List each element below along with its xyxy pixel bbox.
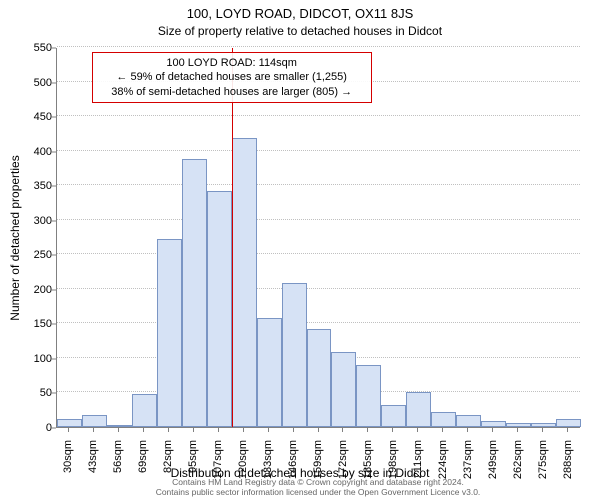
gridline [57, 288, 580, 289]
x-tick-mark [342, 428, 343, 432]
x-tick-mark [492, 428, 493, 432]
x-tick-mark [168, 428, 169, 432]
y-tick-label: 50 [10, 387, 52, 399]
y-tick-label: 500 [10, 77, 52, 89]
histogram-bar [431, 412, 456, 427]
x-tick-mark [93, 428, 94, 432]
histogram-bar [107, 425, 132, 427]
histogram-bar [182, 159, 207, 427]
chart-title: 100, LOYD ROAD, DIDCOT, OX11 8JS [0, 6, 600, 21]
histogram-bar [531, 423, 556, 427]
gridline [57, 253, 580, 254]
histogram-bar [257, 318, 282, 427]
y-tick-label: 550 [10, 42, 52, 54]
histogram-bar [331, 352, 356, 427]
y-tick-label: 300 [10, 215, 52, 227]
histogram-bar [356, 365, 381, 427]
x-tick-mark [442, 428, 443, 432]
x-tick-mark [567, 428, 568, 432]
histogram-bar [157, 239, 182, 427]
x-tick-mark [467, 428, 468, 432]
gridline [57, 46, 580, 47]
x-tick-mark [318, 428, 319, 432]
annotation-line2: ← 59% of detached houses are smaller (1,… [99, 70, 365, 84]
histogram-bar [57, 419, 82, 427]
chart-container: 100, LOYD ROAD, DIDCOT, OX11 8JS Size of… [0, 0, 600, 500]
y-tick-label: 200 [10, 284, 52, 296]
x-tick-mark [68, 428, 69, 432]
gridline [57, 322, 580, 323]
x-tick-mark [367, 428, 368, 432]
histogram-bar [232, 138, 257, 427]
reference-line [232, 48, 233, 427]
plot-area: 100 LOYD ROAD: 114sqm ← 59% of detached … [56, 48, 580, 428]
gridline [57, 115, 580, 116]
histogram-bar [381, 405, 406, 427]
x-tick-mark [193, 428, 194, 432]
x-tick-mark [517, 428, 518, 432]
x-tick-mark [218, 428, 219, 432]
x-tick-mark [542, 428, 543, 432]
histogram-bar [132, 394, 157, 427]
x-tick-mark [118, 428, 119, 432]
x-tick-mark [293, 428, 294, 432]
annotation-line1: 100 LOYD ROAD: 114sqm [99, 56, 365, 70]
y-tick-label: 150 [10, 318, 52, 330]
x-tick-mark [417, 428, 418, 432]
x-tick-mark [143, 428, 144, 432]
histogram-bar [307, 329, 332, 427]
histogram-bar [207, 191, 232, 427]
annotation-box: 100 LOYD ROAD: 114sqm ← 59% of detached … [92, 52, 372, 103]
histogram-bar [481, 421, 506, 427]
histogram-bar [282, 283, 307, 427]
histogram-bar [456, 415, 481, 427]
gridline [57, 150, 580, 151]
x-tick-mark [268, 428, 269, 432]
gridline [57, 184, 580, 185]
annotation-line3: 38% of semi-detached houses are larger (… [99, 85, 365, 99]
y-tick-label: 250 [10, 249, 52, 261]
histogram-bar [406, 392, 431, 427]
y-tick-label: 100 [10, 353, 52, 365]
y-tick-label: 350 [10, 180, 52, 192]
histogram-bar [556, 419, 581, 427]
x-tick-mark [243, 428, 244, 432]
footer-line2: Contains public sector information licen… [56, 488, 580, 498]
y-tick-label: 0 [10, 422, 52, 434]
x-tick-mark [392, 428, 393, 432]
gridline [57, 219, 580, 220]
histogram-bar [82, 415, 107, 427]
footer-attribution: Contains HM Land Registry data © Crown c… [56, 478, 580, 498]
histogram-bar [506, 423, 531, 427]
y-tick-label: 450 [10, 111, 52, 123]
chart-subtitle: Size of property relative to detached ho… [0, 24, 600, 38]
y-tick-label: 400 [10, 146, 52, 158]
